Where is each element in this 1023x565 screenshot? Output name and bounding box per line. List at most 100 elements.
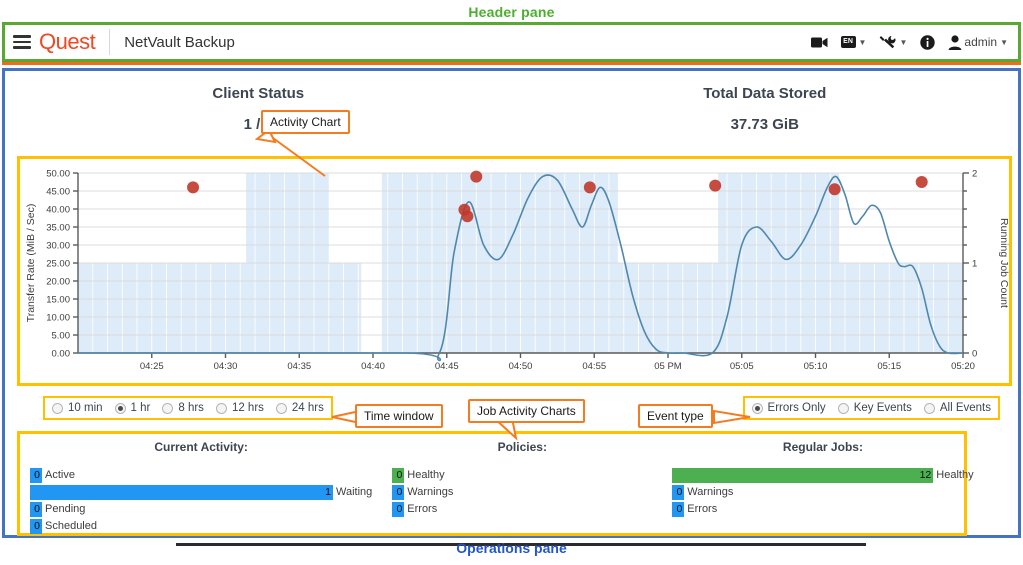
regular-jobs-rows: 12 Healthy 0 Warnings 0 Errors bbox=[672, 468, 974, 517]
bar-value: 1 bbox=[325, 486, 331, 499]
error-event-marker[interactable] bbox=[709, 179, 722, 192]
error-event-marker[interactable] bbox=[915, 176, 928, 188]
info-icon[interactable] bbox=[920, 34, 936, 50]
window-shadow-strip bbox=[176, 543, 866, 546]
error-event-marker[interactable] bbox=[461, 210, 474, 223]
bar-value: 0 bbox=[676, 503, 683, 516]
chevron-down-icon: ▼ bbox=[858, 37, 867, 47]
brand-text: Quest bbox=[39, 29, 96, 54]
x-tick-label: 05:15 bbox=[877, 361, 901, 372]
header-bar: Quest NetVault Backup EN ▼ bbox=[5, 25, 1018, 59]
chevron-down-icon: ▼ bbox=[899, 37, 908, 47]
policies-chart: Policies: 0 Healthy 0 Warnings 0 Errors bbox=[382, 434, 662, 533]
bar-row[interactable]: 0 Healthy bbox=[392, 468, 652, 483]
radio-dot[interactable] bbox=[52, 402, 63, 414]
bar-fill: 1 bbox=[30, 485, 333, 500]
radio-dot[interactable] bbox=[162, 402, 174, 414]
user-name: admin bbox=[964, 35, 998, 49]
bar-label: Active bbox=[45, 469, 75, 481]
bar-row[interactable]: 0 Pending bbox=[30, 502, 372, 517]
hamburger-icon[interactable] bbox=[13, 35, 31, 49]
band-fill bbox=[839, 263, 963, 353]
scrollbar-strip[interactable] bbox=[370, 546, 1023, 556]
band-fill bbox=[78, 263, 247, 353]
callout-activity-chart: Activity Chart bbox=[261, 110, 350, 134]
radio-dot[interactable] bbox=[837, 402, 849, 414]
y-tick-label: 40.00 bbox=[46, 205, 70, 216]
bar-value: 0 bbox=[396, 469, 403, 482]
error-event-marker[interactable] bbox=[828, 183, 841, 196]
bar-label: Warnings bbox=[407, 486, 454, 498]
callout-tail-activity-chart bbox=[255, 128, 326, 177]
radio-dot[interactable] bbox=[923, 402, 935, 414]
event-type-option-errors-only[interactable]: Errors Only bbox=[751, 402, 826, 414]
bar-row[interactable]: 0 Warnings bbox=[672, 485, 973, 500]
stat-total-data-stored: Total Data Stored 37.73 GiB bbox=[512, 85, 1019, 133]
bar-row[interactable]: 0 Errors bbox=[392, 502, 652, 517]
radio-dot[interactable] bbox=[114, 402, 126, 414]
radio-label: 8 hrs bbox=[178, 402, 204, 414]
bar-fill: 0 bbox=[392, 485, 405, 500]
activity-chart[interactable]: 0.00 5.00 10.00 15.00 20.00 25.00 30.00 35.00 40… bbox=[17, 156, 1012, 386]
activity-chart-svg: 0.00 5.00 10.00 15.00 20.00 25.00 30.00 35.00 40… bbox=[25, 169, 1009, 373]
event-type-option-all-events[interactable]: All Events bbox=[923, 402, 991, 414]
bar-value: 0 bbox=[396, 486, 403, 499]
job-activity-charts: Current Activity: 0 Active 1 Waiting 0 Pendin… bbox=[17, 431, 974, 536]
bar-label: Errors bbox=[687, 503, 718, 515]
callout-tail-event-type bbox=[713, 409, 751, 425]
bar-row[interactable]: 0 Active bbox=[30, 468, 372, 483]
summary-stats: Client Status 1 / 1 Total Data Stored 37… bbox=[5, 85, 1018, 133]
error-event-marker[interactable] bbox=[187, 181, 200, 194]
x-tick-label: 04:35 bbox=[287, 361, 311, 372]
time-window-option-12-hrs[interactable]: 12 hrs bbox=[215, 402, 264, 414]
policies-rows: 0 Healthy 0 Warnings 0 Errors bbox=[392, 468, 652, 517]
callout-event-type: Event type bbox=[638, 404, 713, 428]
chart-title: Policies: bbox=[497, 440, 547, 454]
radio-label: Errors Only bbox=[767, 402, 826, 414]
x-tick-label: 04:30 bbox=[214, 361, 238, 372]
job-count-band bbox=[328, 263, 362, 353]
user-icon bbox=[948, 34, 962, 50]
video-camera-icon[interactable] bbox=[810, 36, 828, 49]
bar-row[interactable]: 0 Scheduled bbox=[30, 519, 372, 534]
language-icon[interactable]: EN ▼ bbox=[840, 36, 867, 48]
x-tick-label: 05:10 bbox=[804, 361, 828, 372]
bar-value: 0 bbox=[34, 520, 40, 533]
bar-label: Healthy bbox=[407, 469, 445, 481]
error-event-marker[interactable] bbox=[583, 181, 596, 194]
bar-row[interactable]: 12 Healthy bbox=[672, 468, 974, 483]
event-type-radiogroup[interactable]: Errors Only Key Events All Events bbox=[742, 396, 1000, 420]
header-divider bbox=[109, 29, 111, 55]
time-window-option-10-min[interactable]: 10 min bbox=[52, 402, 103, 414]
radio-dot[interactable] bbox=[751, 402, 763, 414]
error-event-marker[interactable] bbox=[470, 170, 483, 183]
annotation-header-pane: Header pane bbox=[468, 4, 555, 20]
x-tick-label: 04:45 bbox=[435, 361, 459, 372]
bar-label: Scheduled bbox=[45, 520, 97, 532]
tools-icon[interactable]: ▼ bbox=[879, 35, 907, 50]
y-tick-label: 15.00 bbox=[46, 295, 70, 306]
bar-row[interactable]: 0 Warnings bbox=[392, 485, 652, 500]
y2-tick-label: 1 bbox=[972, 259, 977, 270]
time-window-option-1-hr[interactable]: 1 hr bbox=[114, 402, 150, 414]
user-menu[interactable]: admin ▼ bbox=[948, 34, 1008, 50]
event-type-option-key-events[interactable]: Key Events bbox=[837, 402, 912, 414]
job-count-band bbox=[839, 263, 963, 353]
bar-fill: 0 bbox=[672, 502, 685, 517]
bar-row[interactable]: 0 Errors bbox=[672, 502, 973, 517]
bar-row[interactable]: 1 Waiting bbox=[30, 485, 372, 500]
radio-dot[interactable] bbox=[215, 402, 227, 414]
time-window-radiogroup[interactable]: 10 min 1 hr 8 hrs 12 hrs 24 hrs bbox=[43, 396, 333, 420]
stat-client-status: Client Status 1 / 1 bbox=[5, 85, 512, 133]
stat-title: Client Status bbox=[212, 85, 305, 102]
time-window-option-8-hrs[interactable]: 8 hrs bbox=[162, 402, 204, 414]
callout-time-window: Time window bbox=[355, 404, 443, 428]
y2-tick-label: 0 bbox=[972, 349, 977, 360]
header-accent-rule bbox=[2, 62, 1021, 65]
y2-axis-title: Running Job Count bbox=[998, 218, 1009, 308]
time-window-option-24-hrs[interactable]: 24 hrs bbox=[275, 402, 324, 414]
bar-fill: 0 bbox=[672, 485, 685, 500]
band-fill bbox=[328, 263, 362, 353]
radio-dot[interactable] bbox=[275, 402, 287, 414]
